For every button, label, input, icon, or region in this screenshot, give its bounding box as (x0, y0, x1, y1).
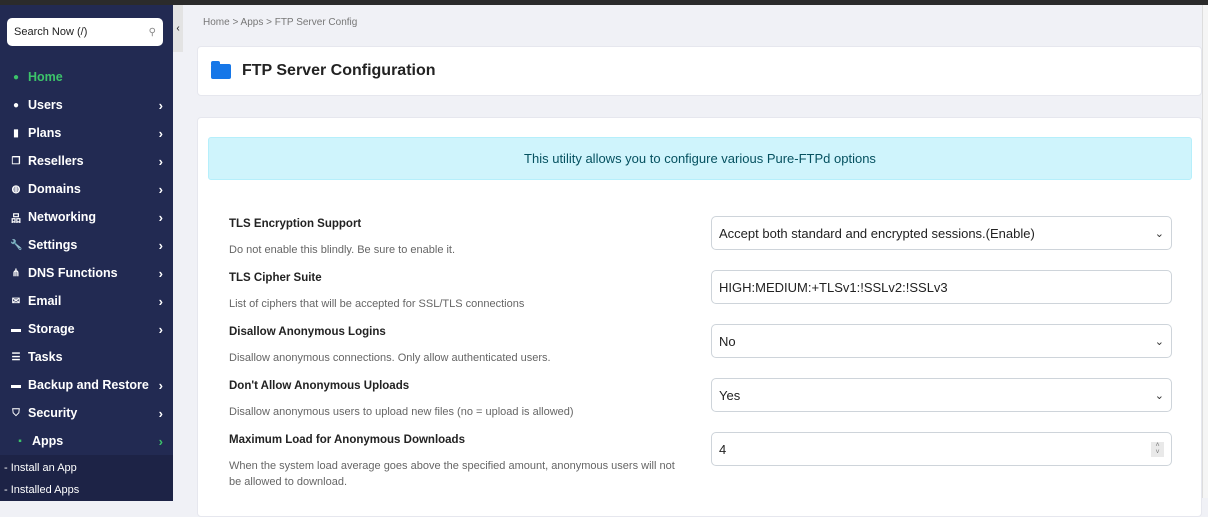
envelope-icon: ✉ (11, 295, 21, 307)
sidebar-item-apps[interactable]: ▪ Apps › (0, 427, 173, 455)
field-description: List of ciphers that will be accepted fo… (229, 298, 525, 310)
apps-submenu: - Install an App - Installed Apps (0, 455, 173, 501)
submenu-item[interactable]: - Install an App (4, 462, 77, 474)
page-title: FTP Server Configuration (242, 62, 436, 79)
sidebar-item-label: Storage (28, 322, 75, 336)
dashboard-icon: ● (12, 71, 20, 83)
sidebar-item-backup-and-restore[interactable]: ▬ Backup and Restore › (0, 371, 173, 399)
breadcrumb[interactable]: Home > Apps > FTP Server Config (203, 17, 358, 28)
box-icon: ▪ (18, 435, 22, 447)
field-select[interactable]: Yes ⌄ (711, 378, 1172, 412)
sidebar-item-label: DNS Functions (28, 266, 118, 280)
field-select[interactable]: No ⌄ (711, 324, 1172, 358)
field-description: Disallow anonymous users to upload new f… (229, 406, 574, 418)
chevron-right-icon: › (158, 209, 163, 225)
network-icon: 品 (11, 213, 21, 225)
chevron-right-icon: › (158, 377, 163, 393)
clone-icon: ❐ (11, 155, 21, 167)
sidebar-item-label: Backup and Restore (28, 378, 149, 392)
chevron-right-icon: › (158, 237, 163, 253)
sidebar-item-label: Tasks (28, 350, 63, 364)
search-icon: ⚲ (148, 26, 156, 38)
sidebar-item-label: Resellers (28, 154, 84, 168)
field-value: Yes (719, 387, 741, 403)
sidebar-item-plans[interactable]: ▮ Plans › (0, 119, 173, 147)
field-input[interactable]: 4 ˄ ˅ (711, 432, 1172, 466)
submenu-item[interactable]: - Installed Apps (4, 484, 80, 496)
sidebar-item-settings[interactable]: 🔧 Settings › (0, 231, 173, 259)
collapse-sidebar-button[interactable]: ‹ (173, 5, 183, 52)
top-bar (0, 0, 1208, 5)
chevron-right-icon: › (158, 433, 163, 449)
info-alert: This utility allows you to configure var… (208, 137, 1192, 180)
field-description: Do not enable this blindly. Be sure to e… (229, 244, 456, 256)
sidebar-item-label: Home (28, 70, 63, 84)
dns-icon: ⋔ (11, 267, 21, 279)
chevron-right-icon: › (158, 265, 163, 281)
user-icon: ● (12, 99, 20, 111)
sidebar-item-tasks[interactable]: ☰ Tasks (0, 343, 173, 371)
field-value: No (719, 333, 736, 349)
chevron-right-icon: › (158, 181, 163, 197)
sidebar-item-label: Users (28, 98, 63, 112)
sidebar-item-label: Apps (32, 434, 64, 448)
chevron-down-icon: ⌄ (1154, 227, 1164, 240)
sidebar-item-label: Domains (28, 182, 81, 196)
field-label: Disallow Anonymous Logins (229, 326, 386, 338)
search-placeholder: Search Now (/) (14, 26, 88, 38)
sidebar-item-home[interactable]: ● Home (0, 63, 173, 91)
folder-icon (211, 60, 231, 79)
sidebar-item-storage[interactable]: ▬ Storage › (0, 315, 173, 343)
sidebar-item-dns-functions[interactable]: ⋔ DNS Functions › (0, 259, 173, 287)
sidebar-item-label: Networking (28, 210, 97, 224)
field-value: 4 (719, 441, 727, 457)
sidebar-item-domains[interactable]: ◍ Domains › (0, 175, 173, 203)
field-label: Don't Allow Anonymous Uploads (229, 380, 410, 392)
chevron-down-icon: ⌄ (1154, 335, 1164, 348)
hdd-icon: ▬ (11, 323, 21, 335)
field-value: Accept both standard and encrypted sessi… (719, 225, 1035, 241)
sidebar-item-email[interactable]: ✉ Email › (0, 287, 173, 315)
page-header: FTP Server Configuration (197, 46, 1202, 96)
scrollbar[interactable] (1202, 5, 1208, 498)
field-label: Maximum Load for Anonymous Downloads (229, 434, 465, 446)
chevron-right-icon: › (158, 405, 163, 421)
sidebar-item-label: Email (28, 294, 62, 308)
field-description: When the system load average goes above … (229, 460, 675, 488)
chevron-right-icon: › (158, 153, 163, 169)
wrench-icon: 🔧 (10, 239, 23, 251)
chevron-right-icon: › (158, 293, 163, 309)
field-description: Disallow anonymous connections. Only all… (229, 352, 551, 364)
sidebar-item-label: Plans (28, 126, 62, 140)
globe-icon: ◍ (11, 183, 21, 195)
shield-icon: ⛉ (12, 407, 20, 419)
sidebar-item-networking[interactable]: 品 Networking › (0, 203, 173, 231)
field-input[interactable]: HIGH:MEDIUM:+TLSv1:!SSLv2:!SSLv3 (711, 270, 1172, 304)
chevron-right-icon: › (158, 97, 163, 113)
sidebar: Search Now (/) ⚲ ● Home ● Users › ▮ Plans › ❐ Rese… (0, 5, 173, 501)
sidebar-item-label: Security (28, 406, 78, 420)
list-icon: ☰ (11, 351, 21, 363)
number-spinner[interactable]: ˄ ˅ (1151, 441, 1164, 457)
chevron-down-icon: ⌄ (1154, 389, 1164, 402)
field-label: TLS Cipher Suite (229, 272, 322, 284)
book-icon: ▮ (13, 127, 19, 139)
config-card: This utility allows you to configure var… (197, 117, 1202, 517)
search-input[interactable]: Search Now (/) ⚲ (7, 18, 163, 46)
sidebar-item-label: Settings (28, 238, 78, 252)
sidebar-item-resellers[interactable]: ❐ Resellers › (0, 147, 173, 175)
field-label: TLS Encryption Support (229, 218, 362, 230)
hdd-icon: ▬ (11, 379, 21, 391)
sidebar-item-security[interactable]: ⛉ Security › (0, 399, 173, 427)
chevron-right-icon: › (158, 321, 163, 337)
sidebar-item-users[interactable]: ● Users › (0, 91, 173, 119)
field-select[interactable]: Accept both standard and encrypted sessi… (711, 216, 1172, 250)
field-value: HIGH:MEDIUM:+TLSv1:!SSLv2:!SSLv3 (719, 279, 948, 295)
chevron-right-icon: › (158, 125, 163, 141)
